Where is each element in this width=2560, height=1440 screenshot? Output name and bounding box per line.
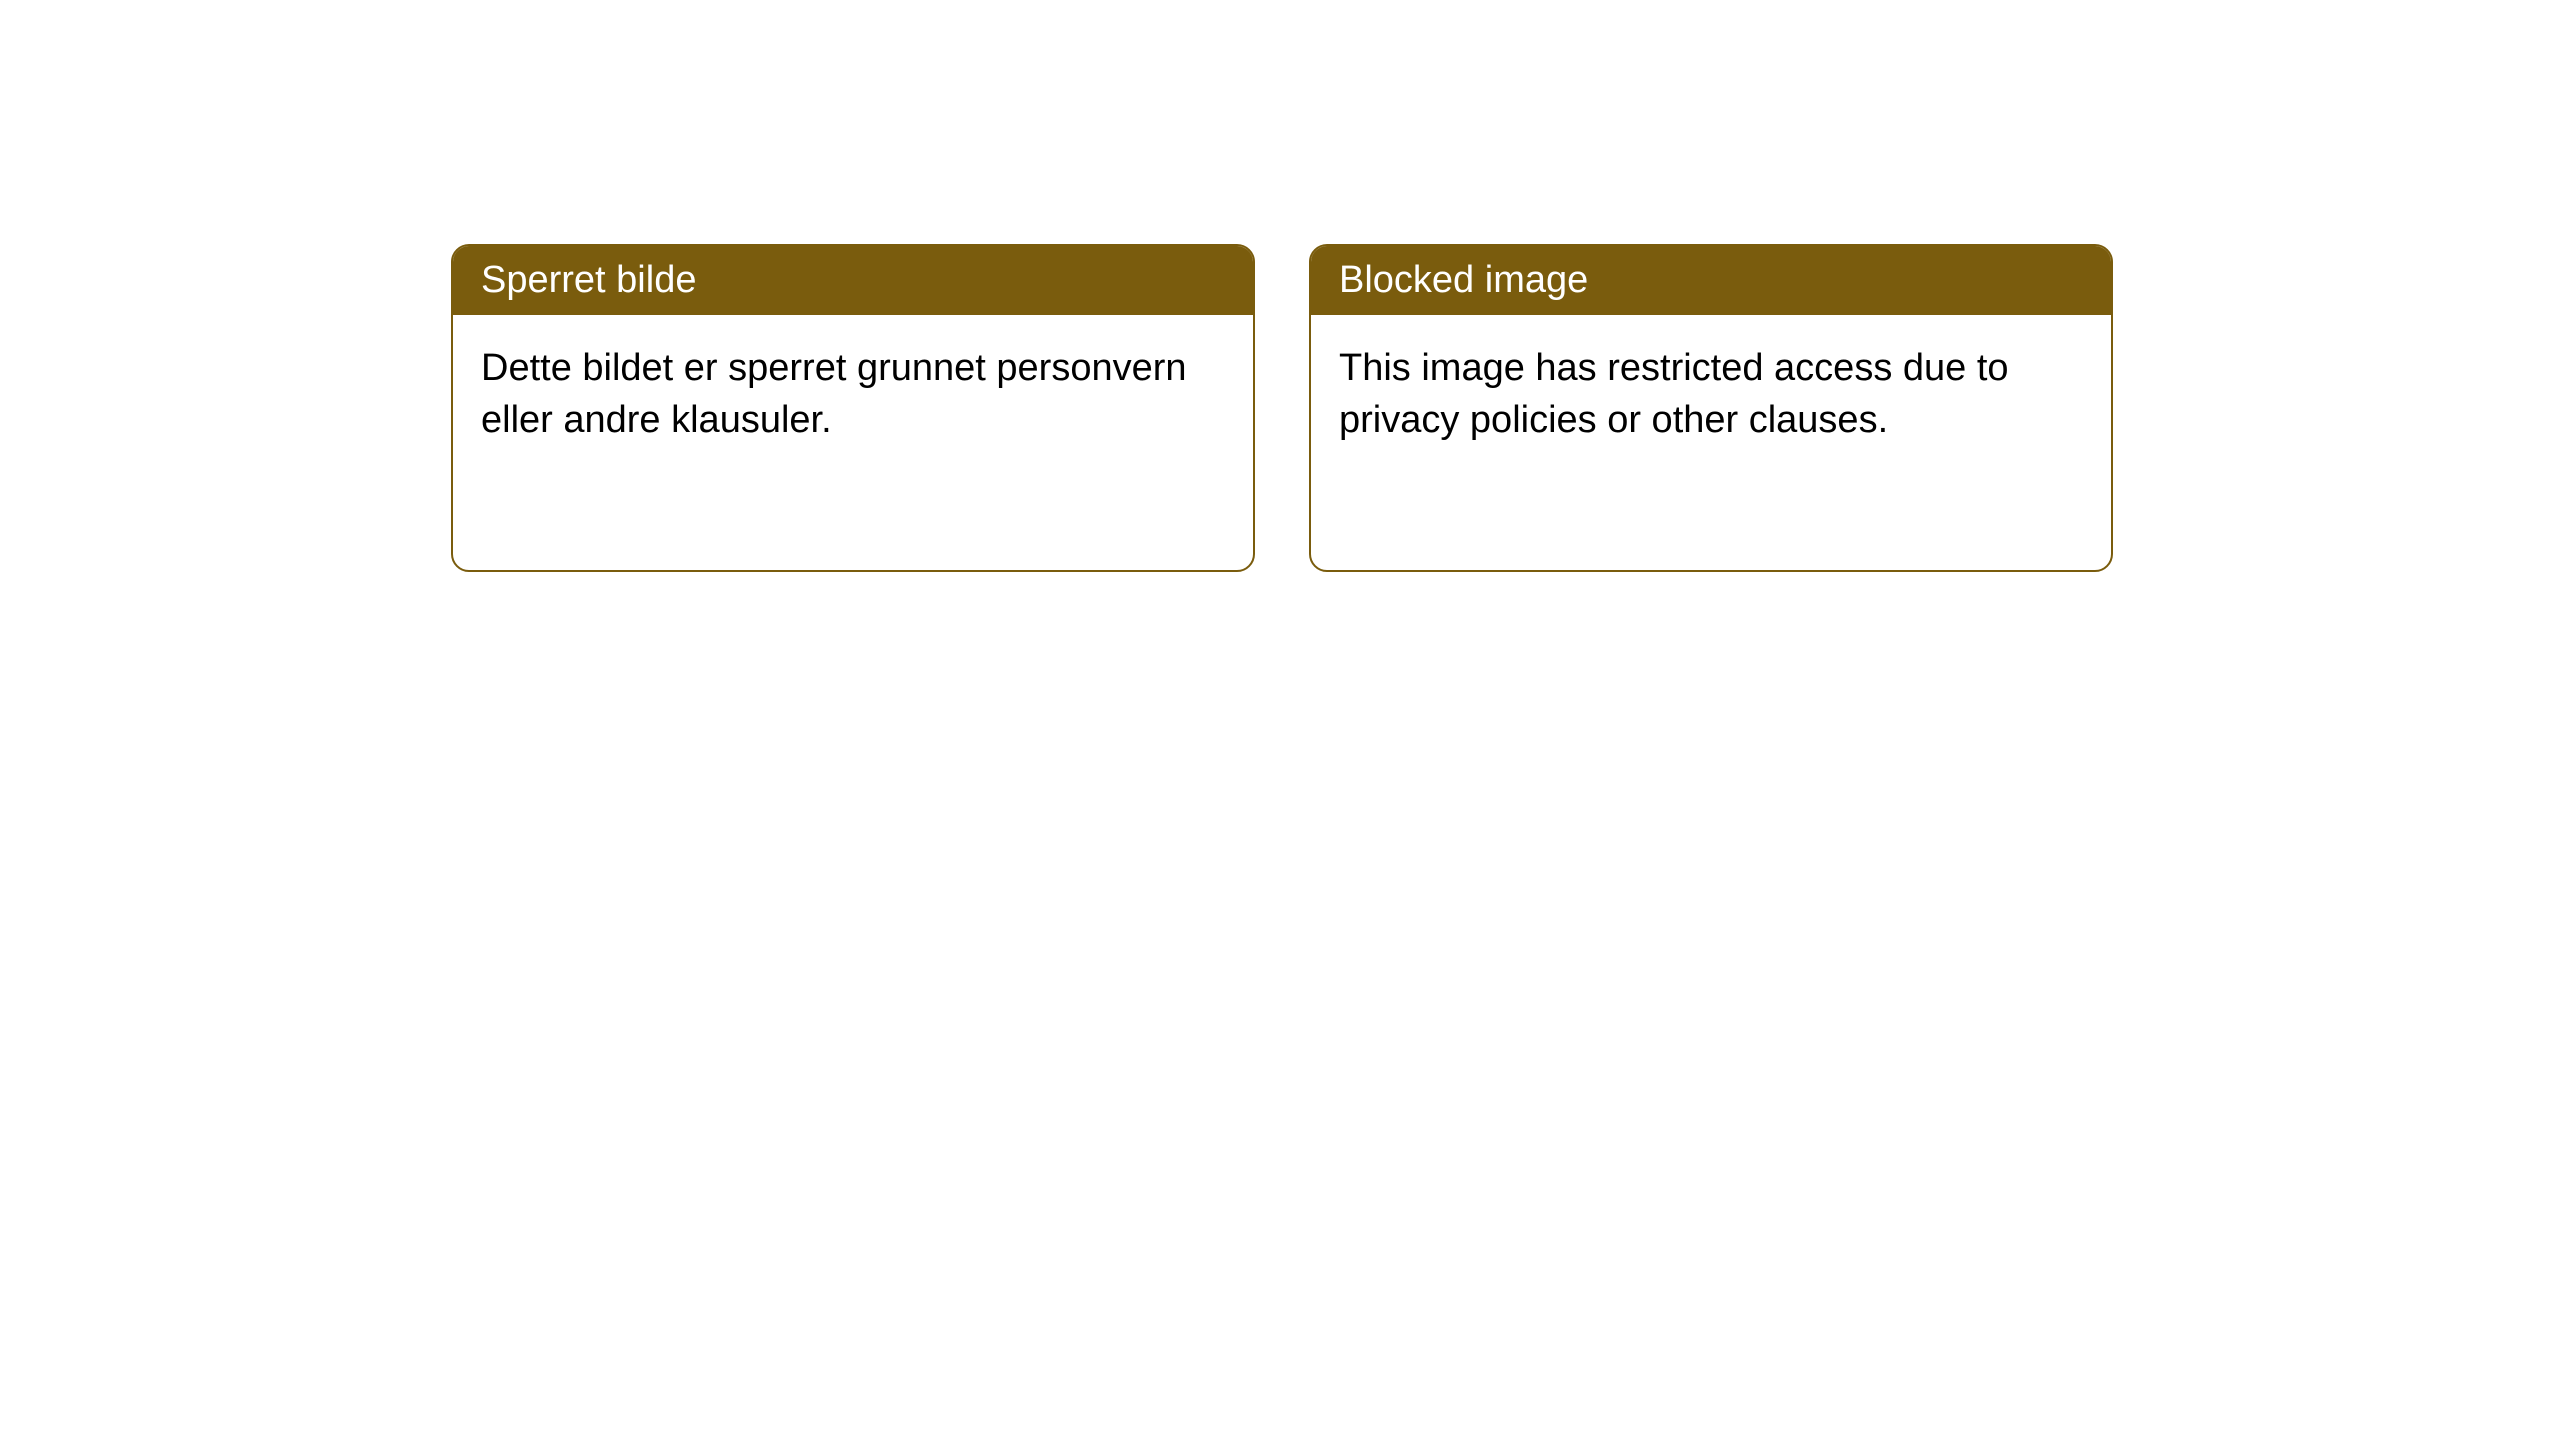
card-body-text: This image has restricted access due to …	[1339, 347, 2009, 440]
card-header: Blocked image	[1311, 246, 2111, 315]
cards-container: Sperret bilde Dette bildet er sperret gr…	[0, 0, 2560, 572]
card-body: Dette bildet er sperret grunnet personve…	[453, 315, 1253, 474]
blocked-image-card-no: Sperret bilde Dette bildet er sperret gr…	[451, 244, 1255, 572]
card-title: Blocked image	[1339, 259, 1588, 301]
card-title: Sperret bilde	[481, 259, 696, 301]
card-header: Sperret bilde	[453, 246, 1253, 315]
blocked-image-card-en: Blocked image This image has restricted …	[1309, 244, 2113, 572]
card-body: This image has restricted access due to …	[1311, 315, 2111, 474]
card-body-text: Dette bildet er sperret grunnet personve…	[481, 347, 1187, 440]
